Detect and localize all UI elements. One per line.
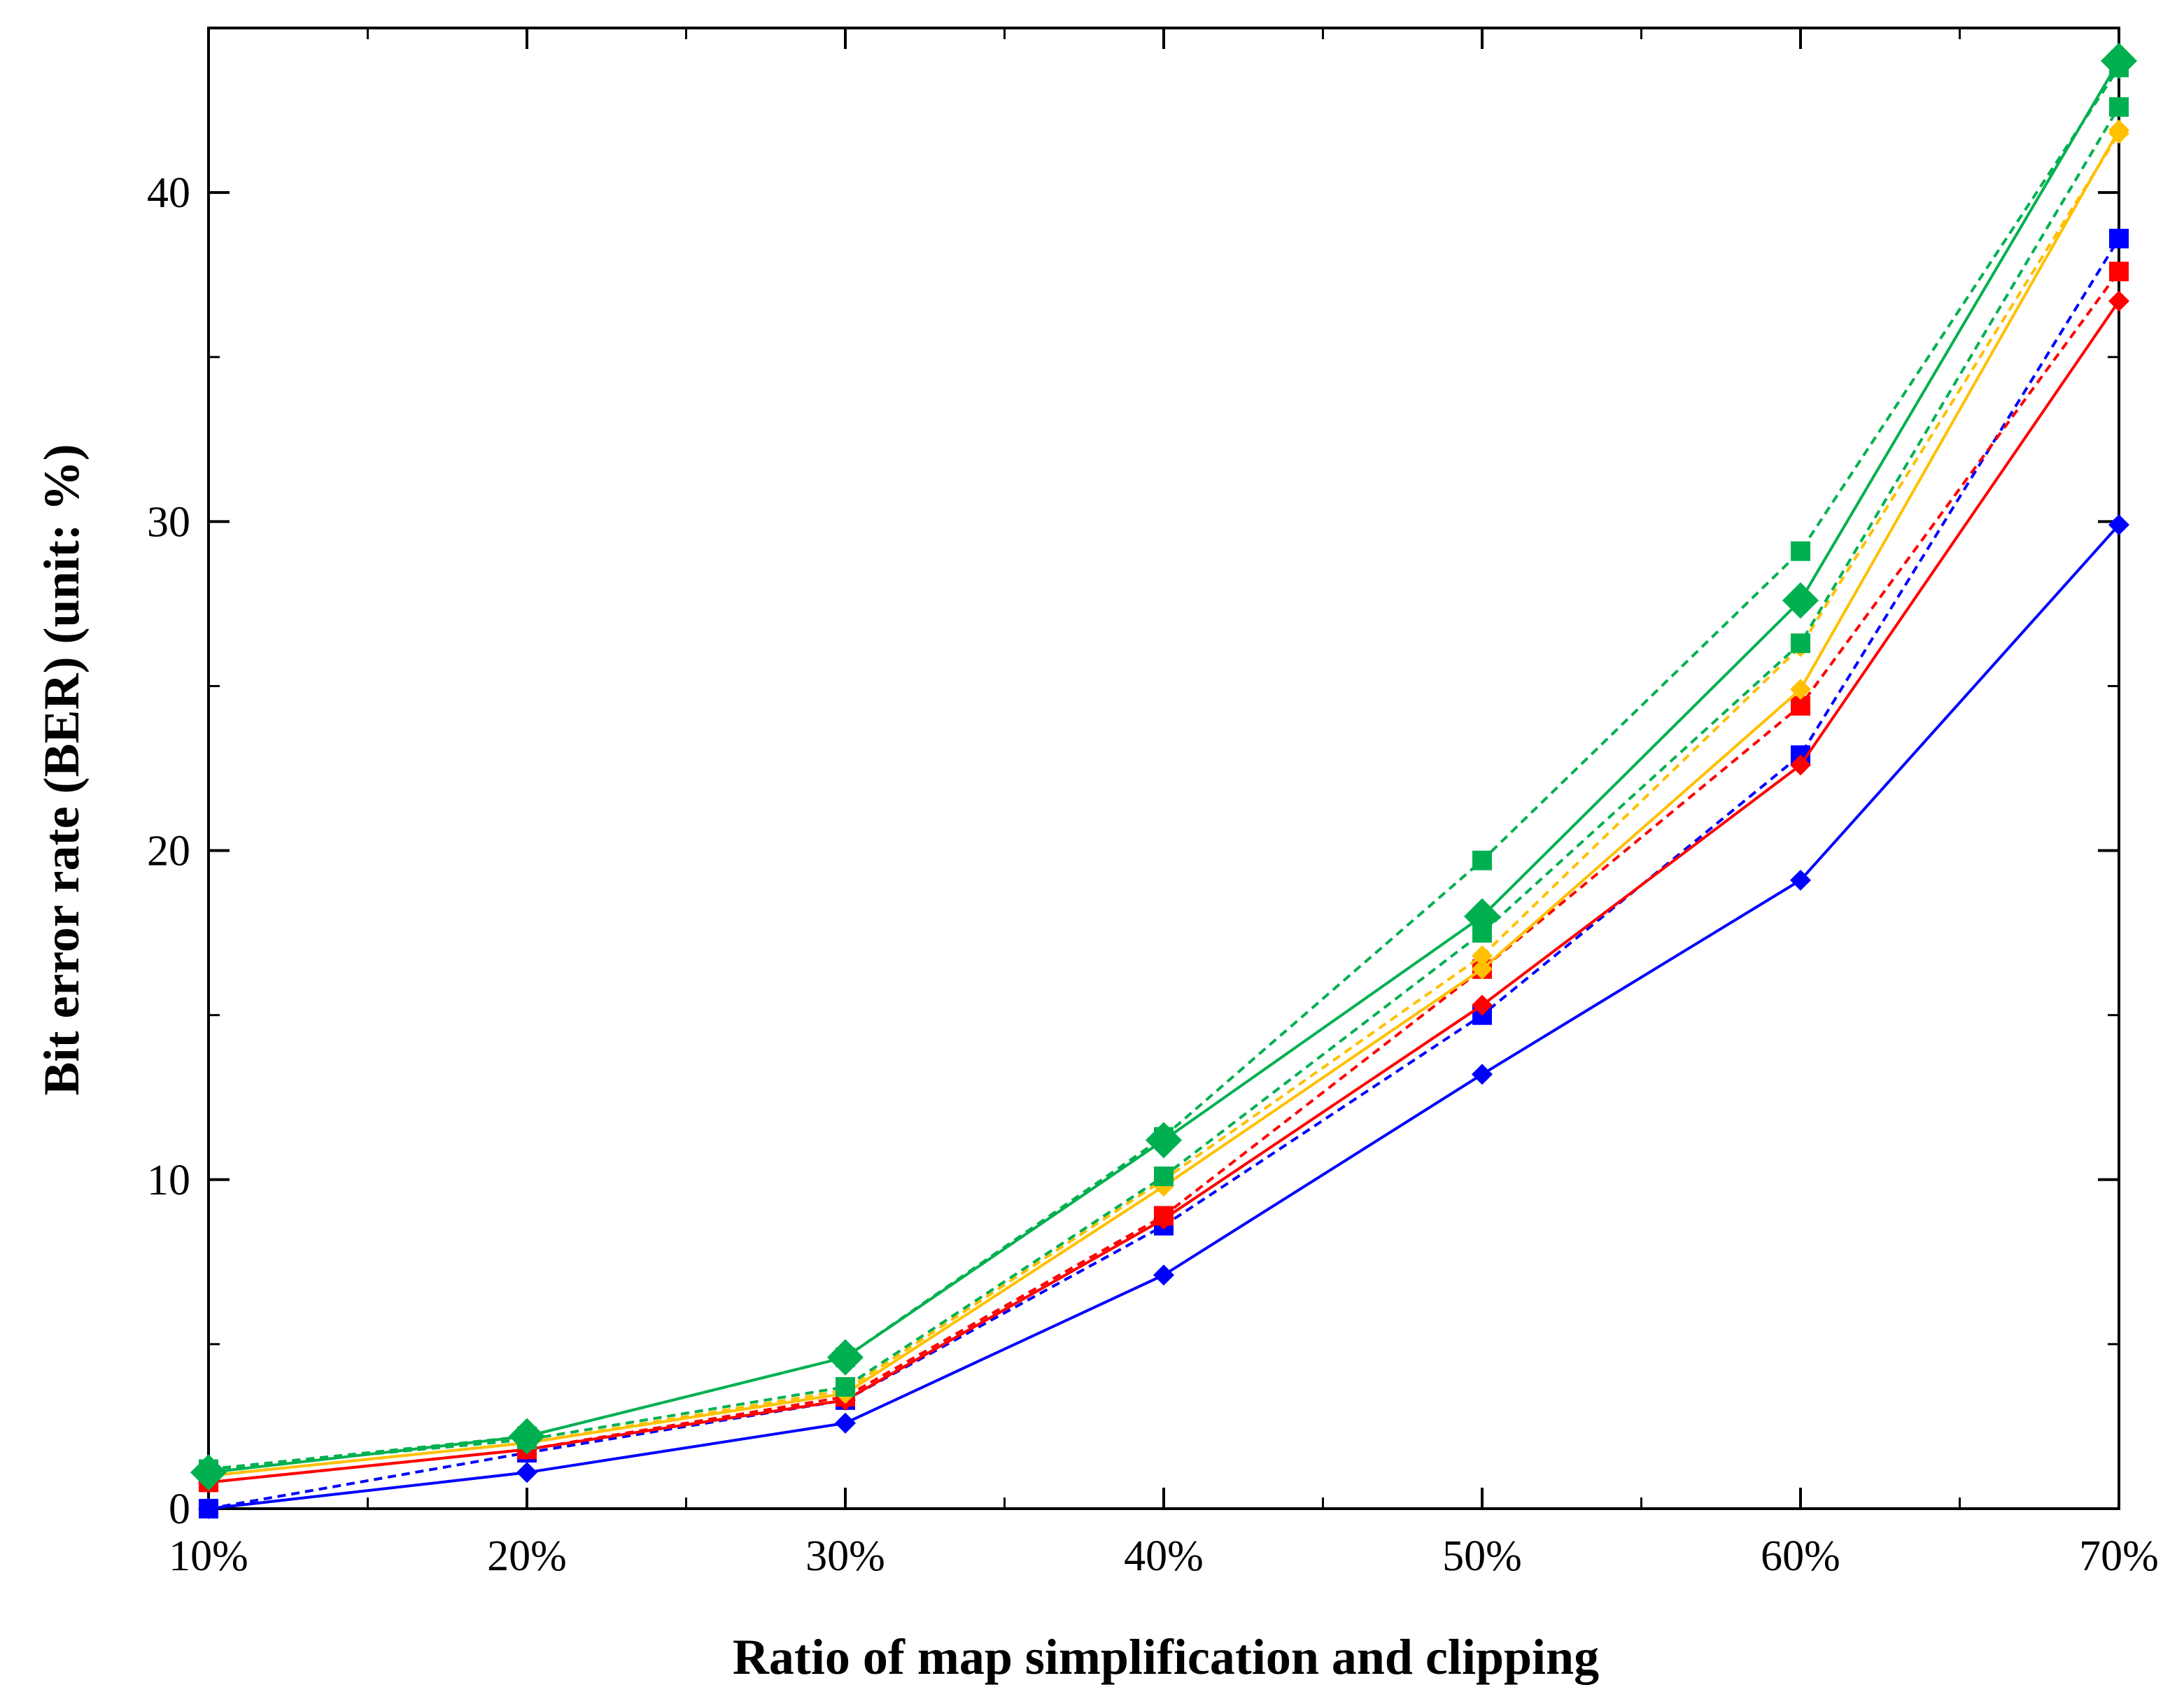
series-line — [208, 523, 2120, 1510]
data-point — [1472, 945, 1493, 967]
y-axis-ticks: 0 10 20 30 40 — [147, 169, 2119, 1533]
data-point — [1472, 923, 1492, 943]
data-point — [516, 1462, 537, 1483]
series-layer — [190, 43, 2137, 1519]
series-line — [208, 300, 2120, 1484]
y-tick-label: 10 — [147, 1157, 190, 1204]
series-2 — [199, 228, 2129, 1518]
data-point — [1791, 633, 1810, 654]
x-tick-label: 40% — [1124, 1532, 1204, 1580]
data-point — [2109, 261, 2129, 281]
series-line — [208, 60, 2120, 1474]
y-tick-label: 40 — [147, 169, 190, 217]
data-point — [2108, 122, 2129, 144]
data-point — [1472, 850, 1492, 870]
data-point — [2108, 290, 2129, 312]
data-point — [1154, 1127, 1174, 1147]
x-axis-title: Ratio of map simplification and clipping — [733, 1629, 1599, 1685]
plot-frame — [207, 27, 2120, 1510]
data-point — [2108, 514, 2129, 536]
data-point — [1790, 754, 1811, 776]
y-tick-label: 0 — [169, 1486, 190, 1533]
data-point — [1154, 1166, 1174, 1187]
data-point — [1791, 541, 1810, 561]
x-tick-label: 10% — [169, 1532, 248, 1580]
x-tick-label: 30% — [805, 1532, 885, 1580]
data-point — [1790, 869, 1811, 891]
series-3 — [198, 290, 2129, 1493]
data-point — [2109, 228, 2129, 248]
data-point — [835, 1412, 856, 1434]
data-point — [1782, 582, 1819, 619]
data-point — [199, 1459, 218, 1479]
data-point — [836, 1377, 855, 1397]
series-9 — [199, 57, 2129, 1479]
data-point — [2109, 57, 2129, 78]
y-tick-label: 30 — [147, 498, 190, 546]
data-point — [1472, 1064, 1493, 1085]
data-point — [1790, 679, 1811, 700]
x-axis-ticks: 10% 20% 30% 40% 50% 60% 70% — [169, 28, 2159, 1580]
series-4 — [199, 261, 2129, 1493]
plot-border — [207, 27, 2120, 1510]
data-point — [2109, 97, 2129, 117]
x-tick-label: 70% — [2079, 1532, 2159, 1580]
data-point — [1472, 958, 1493, 980]
series-line — [208, 270, 2120, 1484]
y-axis-title: Bit error rate (BER) (unit: %) — [34, 444, 90, 1095]
series-line — [208, 237, 2120, 1510]
x-tick-label: 60% — [1761, 1532, 1840, 1580]
data-point — [1153, 1264, 1174, 1286]
data-point — [517, 1426, 537, 1446]
data-point — [836, 1347, 855, 1367]
series-1 — [198, 514, 2129, 1519]
data-point — [1154, 1206, 1174, 1226]
x-tick-label: 20% — [487, 1532, 567, 1580]
y-tick-label: 20 — [147, 828, 190, 875]
series-line — [208, 66, 2120, 1471]
x-tick-label: 50% — [1442, 1532, 1522, 1580]
data-point — [1472, 994, 1493, 1016]
data-point — [199, 1499, 218, 1518]
